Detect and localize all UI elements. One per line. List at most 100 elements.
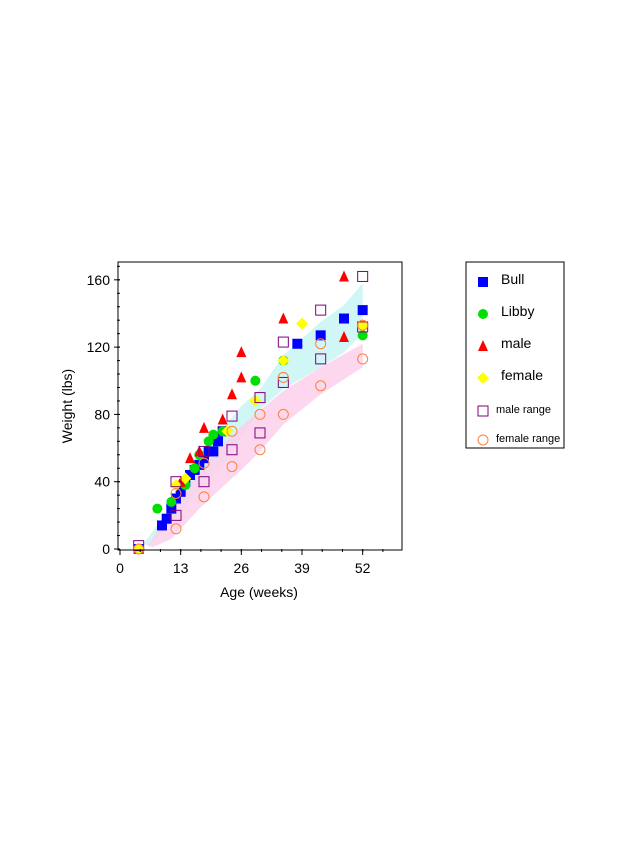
data-point — [170, 487, 182, 499]
legend-entry-bull: Bull — [478, 271, 524, 287]
legend-entry-male-range: male range — [477, 404, 551, 417]
data-point — [339, 331, 349, 343]
y-tick-label: 160 — [87, 272, 111, 288]
data-point — [296, 317, 308, 330]
data-point — [357, 270, 369, 282]
y-axis-title: Weight (lbs) — [59, 369, 75, 443]
data-point — [277, 336, 289, 348]
legend-marker — [478, 277, 488, 287]
data-point — [198, 491, 210, 503]
data-point — [278, 312, 289, 324]
data-point — [315, 338, 327, 350]
data-point — [357, 319, 369, 331]
data-point — [315, 353, 327, 365]
data-point — [226, 444, 238, 456]
data-point — [254, 444, 266, 456]
data-point — [157, 520, 167, 531]
legend-label: female — [501, 367, 543, 383]
data-point — [292, 338, 303, 349]
x-axis-title: Age (weeks) — [220, 584, 298, 600]
data-point — [185, 452, 195, 464]
data-point — [357, 330, 368, 341]
x-tick-label: 26 — [234, 560, 250, 576]
data-point — [357, 305, 368, 316]
data-point — [198, 457, 210, 469]
data-point — [277, 408, 289, 420]
x-tick-label: 39 — [294, 560, 310, 576]
data-point — [277, 376, 289, 388]
data-point — [166, 496, 177, 507]
range-bands — [143, 283, 363, 548]
legend-entry-libby: Libby — [478, 303, 534, 319]
data-point — [250, 375, 261, 386]
legend-marker — [478, 340, 488, 351]
axis-ticks: 0 13 26 39 52 0 40 80 120 160 — [87, 265, 384, 576]
data-point — [357, 353, 369, 365]
legend-marker — [477, 405, 489, 417]
data-points — [132, 270, 369, 555]
data-point — [226, 425, 238, 437]
legend: Bull Libby male female male range female rang… — [465, 261, 565, 449]
data-point — [227, 388, 237, 400]
data-point — [208, 429, 219, 440]
data-point — [226, 461, 238, 473]
data-point — [179, 472, 192, 485]
data-point — [189, 463, 200, 474]
legend-entry-female: female — [477, 367, 543, 384]
data-point — [161, 513, 172, 524]
female-band — [148, 343, 363, 548]
data-point — [236, 371, 247, 383]
legend-marker — [477, 372, 489, 384]
y-tick-label: 80 — [94, 406, 110, 422]
data-point — [198, 445, 210, 457]
data-point — [170, 523, 182, 535]
y-tick-label: 40 — [94, 474, 110, 490]
data-point — [166, 503, 177, 514]
data-point — [198, 476, 210, 488]
data-point — [133, 543, 145, 555]
legend-label: Libby — [501, 303, 534, 319]
data-point — [339, 313, 349, 324]
data-point — [315, 330, 326, 341]
data-point — [132, 543, 145, 555]
data-point — [315, 304, 327, 316]
data-point — [213, 436, 223, 447]
legend-label: Bull — [501, 271, 524, 287]
data-point — [133, 540, 145, 552]
data-point — [254, 392, 266, 404]
series-male-range — [133, 270, 369, 552]
data-point — [170, 479, 182, 492]
legend-marker — [478, 309, 488, 319]
y-tick-label: 0 — [102, 541, 110, 557]
data-point — [339, 270, 349, 282]
data-point — [199, 421, 209, 433]
legend-label: male range — [496, 404, 551, 416]
data-point — [254, 427, 266, 439]
legend-entry-male: male — [478, 335, 532, 351]
x-tick-label: 52 — [355, 560, 371, 576]
data-point — [170, 509, 182, 521]
legend-label: male — [501, 335, 532, 351]
axes — [117, 261, 403, 551]
legend-box — [465, 261, 565, 449]
data-point — [277, 354, 290, 367]
data-point — [170, 476, 182, 488]
series-female-range — [133, 319, 369, 555]
plot-frame — [117, 261, 403, 551]
data-point — [236, 346, 247, 358]
data-point — [217, 413, 228, 425]
x-tick-label: 13 — [173, 560, 189, 576]
legend-entry-female-range: female range — [477, 433, 560, 446]
data-point — [152, 503, 163, 514]
legend-marker — [477, 434, 489, 446]
data-point — [315, 380, 327, 392]
data-point — [226, 410, 238, 422]
data-point — [277, 371, 289, 383]
data-point — [185, 469, 195, 480]
data-point — [208, 446, 219, 457]
x-tick-label: 0 — [116, 560, 124, 576]
data-point — [254, 408, 266, 420]
y-tick-label: 120 — [87, 339, 111, 355]
legend-label: female range — [496, 433, 560, 445]
